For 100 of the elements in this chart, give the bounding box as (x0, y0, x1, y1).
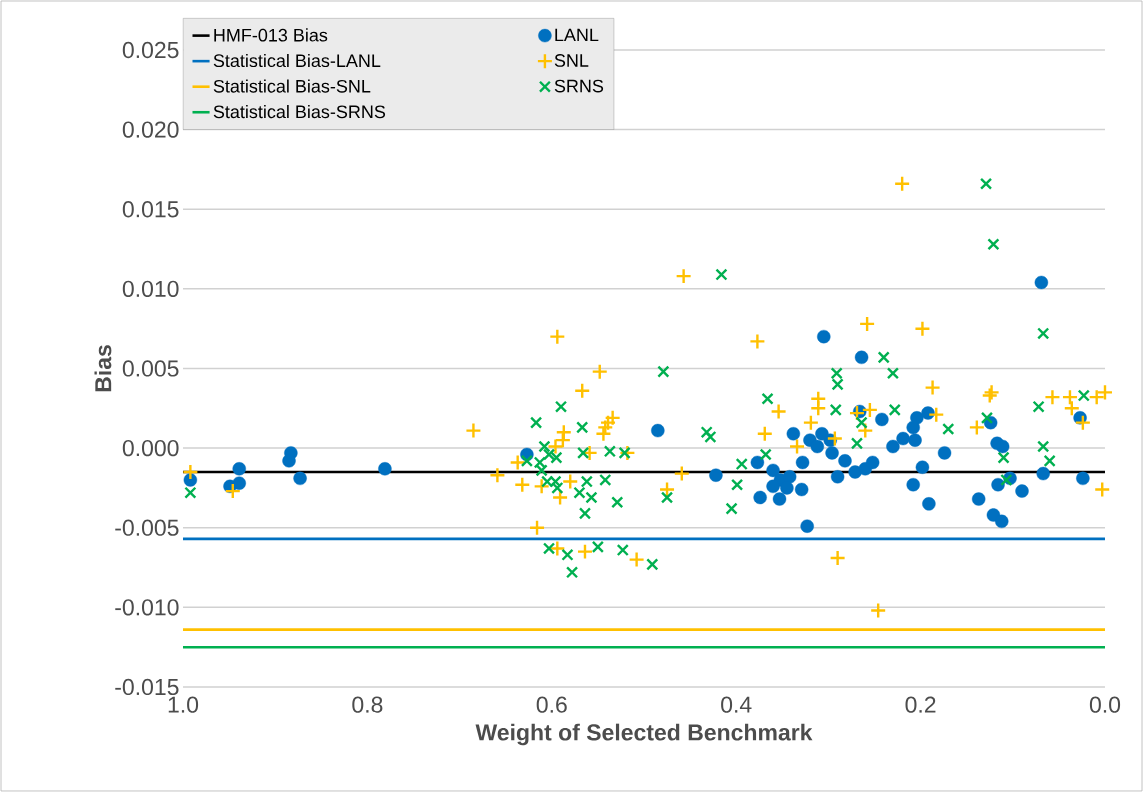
point (908, 433, 922, 447)
point (232, 476, 246, 490)
point (1034, 275, 1049, 290)
point (829, 549, 846, 567)
point (850, 437, 864, 450)
point (825, 446, 839, 460)
point (611, 496, 624, 509)
point (1000, 473, 1013, 487)
point (749, 333, 766, 350)
point (578, 507, 592, 520)
point (1063, 400, 1080, 417)
x-tick-label: 0.4 (721, 696, 752, 713)
point (987, 238, 1000, 251)
point (786, 427, 801, 441)
point (182, 463, 199, 481)
legend-label: Statistical Bias-LANL (213, 53, 381, 68)
point (576, 446, 590, 460)
point (576, 421, 589, 434)
point (591, 540, 605, 553)
point (651, 423, 665, 438)
point (968, 419, 986, 436)
point (576, 543, 594, 560)
point (657, 365, 670, 378)
point (979, 177, 993, 190)
x-tick-label: 0.0 (1089, 696, 1121, 713)
point (533, 478, 550, 495)
point (604, 409, 621, 427)
point (378, 462, 392, 476)
y-axis-title: Bias (94, 345, 112, 392)
point (704, 430, 717, 444)
point (997, 451, 1010, 464)
point (865, 455, 880, 470)
point (1037, 440, 1050, 453)
point (830, 367, 843, 380)
legend-label: SNL (554, 54, 589, 67)
point (830, 470, 845, 484)
point (547, 438, 564, 455)
point (725, 502, 738, 515)
point (817, 329, 831, 344)
point (848, 404, 866, 422)
point (618, 446, 631, 460)
point (549, 328, 566, 345)
x-axis-title: Weight of Selected Benchmark (475, 723, 813, 746)
point (855, 416, 868, 429)
point (660, 491, 674, 504)
point (980, 411, 994, 425)
point (1096, 384, 1114, 401)
point (1076, 471, 1090, 486)
point (937, 446, 952, 460)
point (1036, 466, 1050, 481)
point (565, 566, 579, 579)
point (915, 460, 930, 474)
point (542, 542, 556, 555)
point (861, 401, 879, 419)
point (877, 351, 890, 364)
point (858, 315, 876, 333)
point (293, 471, 307, 486)
y-tick-label: -0.005 (115, 519, 179, 536)
point (896, 431, 910, 446)
point (709, 468, 723, 482)
point (730, 478, 744, 491)
point (800, 519, 814, 533)
point (928, 406, 945, 423)
point (673, 465, 690, 482)
point (906, 478, 920, 492)
point (561, 548, 574, 561)
y-tick-label: -0.015 (115, 678, 179, 696)
point (753, 490, 767, 505)
point (549, 540, 566, 557)
point (1043, 454, 1056, 467)
point (574, 382, 591, 399)
point (1037, 327, 1050, 340)
point (766, 479, 780, 494)
y-tick-label: 0.000 (122, 439, 179, 457)
point (555, 423, 572, 441)
point (700, 426, 713, 439)
point (224, 482, 241, 500)
point (489, 466, 506, 484)
point (1015, 484, 1029, 498)
x-tick-label: 0.2 (905, 696, 936, 713)
point (782, 470, 797, 484)
point (282, 454, 296, 468)
point (599, 414, 617, 431)
point (780, 481, 794, 495)
x-tick-label: 0.8 (352, 696, 383, 713)
point (599, 473, 612, 487)
point (551, 489, 569, 506)
point (1061, 388, 1079, 406)
point (756, 425, 773, 442)
point (628, 551, 645, 568)
point (573, 486, 586, 499)
point (886, 439, 900, 454)
point (761, 392, 774, 405)
point (646, 558, 659, 571)
point (591, 363, 608, 380)
point (886, 367, 900, 380)
point (551, 481, 564, 495)
point (838, 454, 852, 468)
point (788, 438, 806, 455)
y-tick-label: 0.010 (122, 280, 179, 297)
